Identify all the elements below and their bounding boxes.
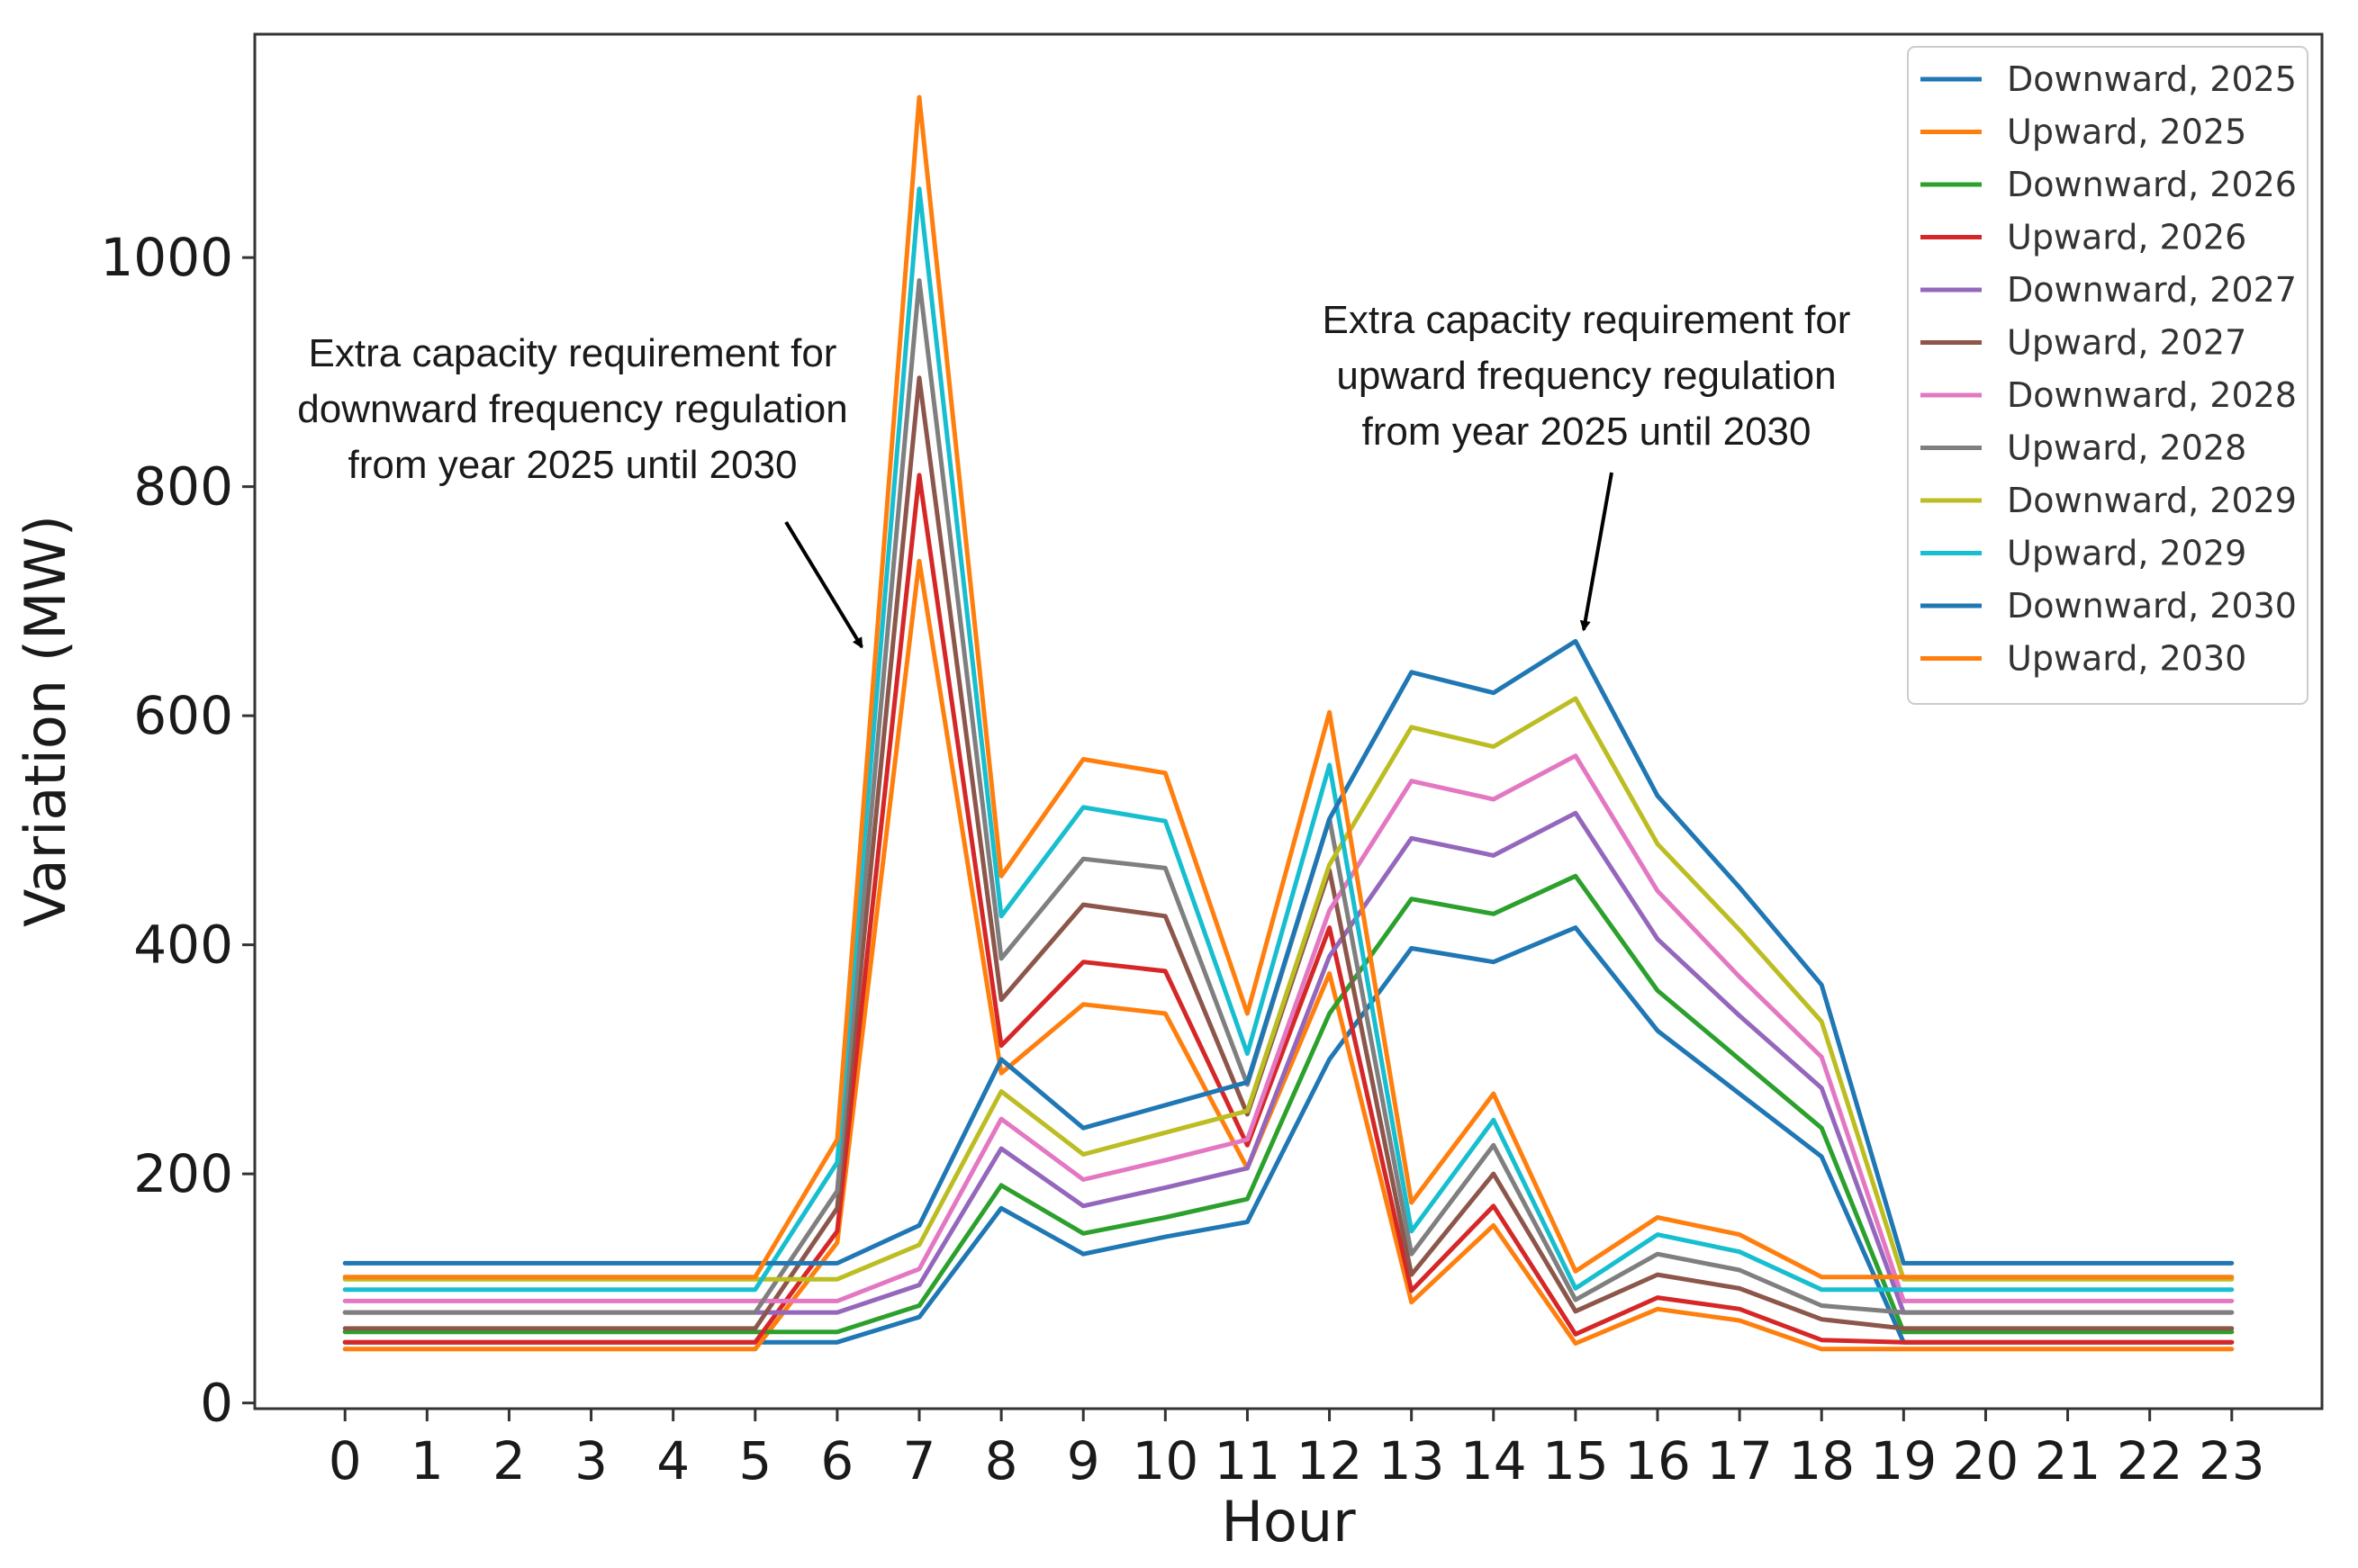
x-tick-label: 10 <box>1132 1430 1198 1491</box>
x-tick-label: 12 <box>1296 1430 1363 1491</box>
legend-label: Downward, 2030 <box>2007 586 2297 626</box>
y-tick-label: 1000 <box>100 227 233 288</box>
x-axis: 0 1 2 3 4 5 6 7 8 9 10 11 12 13 14 15 16 17 18 19 20 21 22 23 <box>329 1409 2265 1491</box>
x-tick-label: 19 <box>1870 1430 1937 1491</box>
series-line-12 <box>342 95 2235 1280</box>
annotation-arrow <box>784 520 863 649</box>
x-tick-label: 2 <box>492 1430 526 1491</box>
x-tick-label: 15 <box>1542 1430 1609 1491</box>
y-tick-label: 200 <box>133 1143 233 1204</box>
x-tick-label: 1 <box>411 1430 444 1491</box>
annotation-text-line: Extra capacity requirement for <box>1323 298 1851 342</box>
series-line-7 <box>342 753 2235 1303</box>
legend-label: Upward, 2028 <box>2007 428 2246 468</box>
annotation-text-line: from year 2025 until 2030 <box>1362 410 1811 454</box>
legend-label: Downward, 2025 <box>2007 59 2297 99</box>
x-axis-title: Hour <box>1221 1489 1356 1554</box>
legend-box <box>1907 46 2308 705</box>
x-tick-label: 14 <box>1460 1430 1527 1491</box>
series-line-10 <box>342 186 2235 1293</box>
annotation-1: Extra capacity requirement for downward f… <box>297 331 863 649</box>
x-tick-label: 20 <box>1953 1430 2019 1491</box>
annotation-text-line: from year 2025 until 2030 <box>348 443 798 487</box>
y-tick-label: 0 <box>200 1373 233 1434</box>
x-tick-label: 9 <box>1067 1430 1100 1491</box>
series-line-2 <box>342 558 2235 1352</box>
legend-label: Upward, 2030 <box>2007 639 2246 679</box>
y-axis-title: Variation (MW) <box>13 515 78 927</box>
legend: Downward, 2025 Upward, 2025 Downward, 2026… <box>1907 46 2308 705</box>
x-tick-label: 16 <box>1624 1430 1691 1491</box>
x-tick-label: 6 <box>820 1430 854 1491</box>
y-tick-label: 400 <box>133 915 233 976</box>
y-tick-label: 800 <box>133 456 233 518</box>
x-tick-label: 4 <box>656 1430 690 1491</box>
x-tick-label: 23 <box>2199 1430 2265 1491</box>
x-tick-label: 18 <box>1788 1430 1855 1491</box>
annotation-text-line: upward frequency regulation <box>1336 354 1836 398</box>
x-tick-label: 11 <box>1215 1430 1281 1491</box>
x-tick-label: 17 <box>1706 1430 1773 1491</box>
x-tick-label: 3 <box>574 1430 608 1491</box>
annotation-text-line: downward frequency regulation <box>297 387 848 431</box>
x-tick-label: 7 <box>903 1430 936 1491</box>
series-line-4 <box>342 473 2235 1345</box>
series-line-3 <box>342 873 2235 1335</box>
x-tick-label: 13 <box>1378 1430 1445 1491</box>
series-layer <box>342 95 2235 1352</box>
legend-label: Upward, 2026 <box>2007 218 2246 257</box>
x-tick-label: 5 <box>738 1430 772 1491</box>
annotation-text-line: Extra capacity requirement for <box>309 331 837 375</box>
legend-label: Upward, 2029 <box>2007 534 2246 573</box>
x-tick-label: 21 <box>2035 1430 2101 1491</box>
legend-label: Upward, 2027 <box>2007 323 2246 363</box>
annotation-arrow <box>1579 472 1613 632</box>
legend-label: Downward, 2029 <box>2007 481 2297 520</box>
x-tick-label: 0 <box>329 1430 362 1491</box>
x-tick-label: 22 <box>2117 1430 2183 1491</box>
annotations: Extra capacity requirement for downward f… <box>297 298 1851 649</box>
legend-label: Downward, 2027 <box>2007 270 2297 310</box>
legend-label: Downward, 2026 <box>2007 165 2297 204</box>
y-tick-label: 600 <box>133 685 233 746</box>
legend-label: Upward, 2025 <box>2007 113 2246 152</box>
y-axis: 0 200 400 600 800 1000 <box>100 227 255 1434</box>
legend-label: Downward, 2028 <box>2007 375 2297 415</box>
series-line-11 <box>342 638 2235 1266</box>
x-tick-label: 8 <box>985 1430 1018 1491</box>
annotation-2: Extra capacity requirement for upward fre… <box>1323 298 1851 632</box>
